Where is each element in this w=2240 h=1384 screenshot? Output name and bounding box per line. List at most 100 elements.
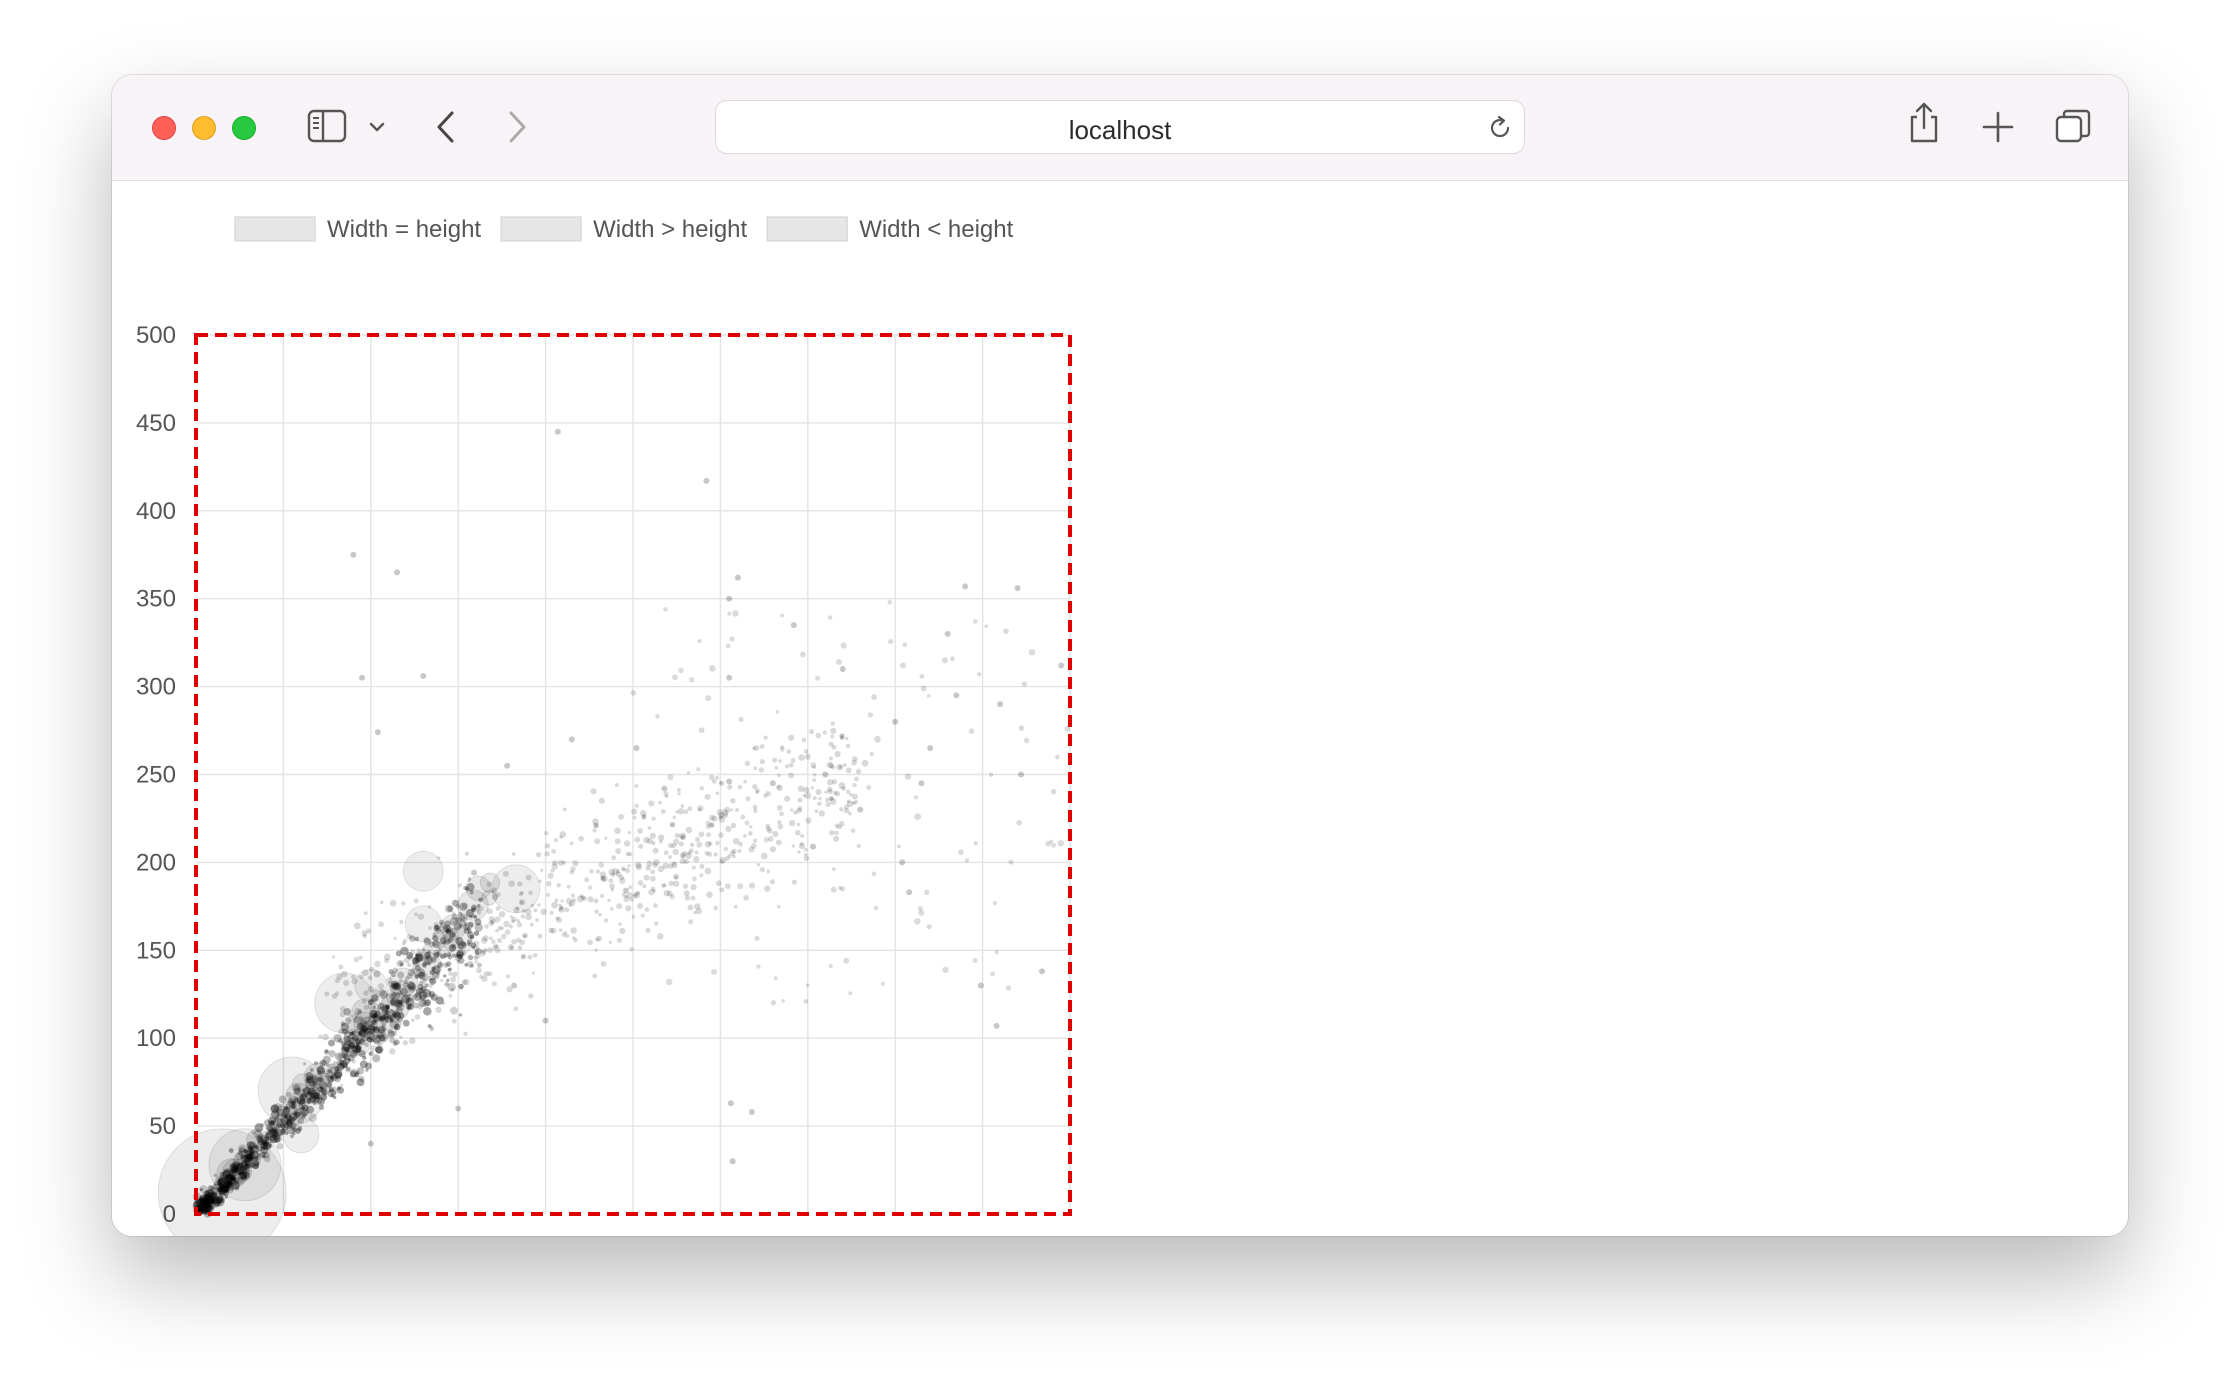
scatter-point: [551, 901, 558, 909]
scatter-point: [334, 991, 340, 996]
scatter-point: [850, 828, 856, 833]
scatter-point: [265, 1131, 269, 1135]
scatter-point: [351, 1045, 360, 1054]
scatter-point: [203, 1194, 211, 1201]
scatter-point: [219, 1184, 228, 1194]
scatter-point: [225, 1180, 233, 1189]
scatter-point: [435, 950, 442, 957]
scatter-point: [632, 815, 637, 820]
sidebar-icon[interactable]: [307, 109, 347, 143]
scatter-point: [752, 804, 758, 810]
scatter-point: [330, 1093, 335, 1098]
scatter-point: [203, 1190, 211, 1198]
scatter-point: [381, 1037, 387, 1043]
scatter-point: [843, 957, 850, 964]
scatter-point: [447, 938, 453, 944]
chevron-down-icon[interactable]: [368, 120, 386, 134]
scatter-point: [202, 1198, 210, 1205]
scatter-point: [263, 1141, 272, 1151]
scatter-point: [347, 1054, 355, 1062]
scatter-point: [376, 1034, 380, 1039]
scatter-bubble: [359, 1015, 384, 1041]
scatter-point: [403, 982, 409, 988]
scatter-point: [368, 1028, 376, 1035]
back-arrow-icon[interactable]: [434, 109, 458, 145]
scatter-point: [326, 1082, 333, 1088]
maximize-window-button[interactable]: [232, 116, 256, 140]
scatter-point: [356, 1042, 360, 1047]
scatter-point: [372, 1036, 382, 1046]
scatter-point: [1057, 840, 1064, 847]
scatter-point: [395, 950, 402, 957]
scatter-point: [464, 962, 468, 967]
scatter-point: [389, 987, 397, 994]
scatter-point: [232, 1163, 238, 1169]
reload-icon[interactable]: [1486, 114, 1514, 142]
scatter-point: [227, 1173, 235, 1181]
scatter-point: [359, 1038, 366, 1046]
scatter-point: [682, 851, 688, 856]
scatter-point: [480, 937, 488, 944]
scatter-point: [211, 1200, 216, 1205]
scatter-point: [400, 946, 409, 956]
scatter-point: [460, 916, 466, 921]
scatter-point: [618, 813, 624, 820]
scatter-point: [324, 991, 330, 997]
scatter-point: [756, 863, 761, 867]
scatter-point: [653, 859, 660, 866]
scatter-point: [396, 996, 404, 1003]
minimize-window-button[interactable]: [192, 116, 216, 140]
scatter-point: [412, 956, 420, 965]
scatter-point: [231, 1169, 236, 1174]
scatter-point: [356, 1070, 360, 1075]
scatter-point: [489, 936, 493, 941]
scatter-point: [273, 1103, 282, 1112]
scatter-bubble: [388, 967, 419, 998]
scatter-point: [230, 1187, 234, 1191]
scatter-point: [425, 961, 431, 966]
tab-overview-icon[interactable]: [2053, 107, 2093, 147]
scatter-point: [618, 922, 622, 926]
close-window-button[interactable]: [152, 116, 176, 140]
scatter-point: [429, 977, 437, 985]
scatter-point: [218, 1189, 227, 1197]
scatter-point: [389, 899, 397, 907]
scatter-point: [474, 950, 480, 956]
scatter-point: [414, 1014, 421, 1020]
scatter-point: [414, 973, 420, 979]
address-bar[interactable]: localhost: [715, 100, 1525, 154]
scatter-point: [841, 786, 846, 791]
scatter-point: [392, 1011, 398, 1018]
scatter-point: [238, 1144, 247, 1153]
scatter-point: [219, 1171, 225, 1177]
scatter-point: [704, 841, 712, 848]
scatter-point: [219, 1184, 225, 1190]
scatter-point: [516, 918, 521, 923]
scatter-point: [662, 862, 669, 870]
scatter-point: [623, 887, 630, 894]
scatter-point: [351, 1059, 356, 1064]
scatter-point: [255, 1145, 263, 1152]
scatter-point: [1003, 628, 1009, 634]
scatter-point: [730, 798, 736, 804]
scatter-point: [243, 1148, 249, 1154]
scatter-point: [305, 1071, 314, 1081]
forward-arrow-icon[interactable]: [505, 109, 529, 145]
scatter-point: [294, 1111, 301, 1118]
plus-icon[interactable]: [1980, 109, 2016, 145]
scatter-point: [497, 926, 502, 931]
scatter-point: [202, 1204, 207, 1209]
scatter-point: [962, 583, 969, 590]
scatter-point: [593, 898, 599, 904]
scatter-point: [360, 1024, 369, 1033]
scatter-bubble: [216, 1158, 248, 1190]
share-icon[interactable]: [1906, 101, 1942, 145]
scatter-point: [677, 792, 681, 796]
scatter-point: [445, 939, 451, 945]
scatter-point: [417, 1004, 423, 1010]
scatter-point: [373, 970, 381, 978]
scatter-point: [484, 924, 489, 929]
scatter-point: [829, 830, 835, 836]
scatter-point: [734, 574, 741, 581]
scatter-point: [624, 867, 631, 874]
